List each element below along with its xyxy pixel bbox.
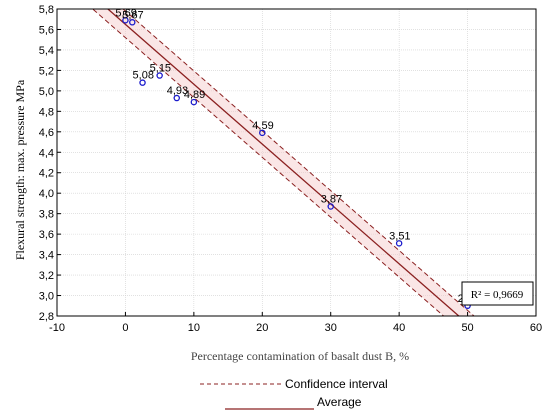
legend-average-label: Average <box>317 395 362 409</box>
y-tick-label: 4,2 <box>39 168 54 180</box>
data-point <box>395 240 403 247</box>
y-tick-label: 5,4 <box>39 45 54 57</box>
y-tick-label: 4,6 <box>39 127 54 139</box>
confidence-upper-line <box>122 9 475 316</box>
x-tick-label: 60 <box>530 322 542 334</box>
y-tick-label: 4,4 <box>39 147 54 159</box>
y-tick-label: 5,0 <box>39 86 54 98</box>
data-point <box>173 94 180 102</box>
confidence-band-fill <box>92 9 475 316</box>
y-tick-label: 3,6 <box>39 229 54 241</box>
x-tick-label: 10 <box>188 322 200 334</box>
data-label: 5,15 <box>150 63 171 75</box>
r2-label: R² = 0,9669 <box>471 289 524 301</box>
legend: Confidence interval Average <box>200 377 388 410</box>
data-label: 5,67 <box>122 9 143 21</box>
data-label: 3,87 <box>321 194 342 206</box>
data-point <box>129 19 136 26</box>
data-point <box>139 79 146 86</box>
data-label: 4,93 <box>167 85 188 97</box>
r2-box: R² = 0,9669 <box>461 281 534 306</box>
y-tick-label: 5,2 <box>39 65 54 77</box>
data-point <box>259 129 266 137</box>
y-tick-label: 2,8 <box>39 311 54 323</box>
x-tick-label: 30 <box>325 322 337 334</box>
y-tick-label: 5,8 <box>39 4 54 16</box>
data-point <box>190 98 198 106</box>
y-tick-labels: 2,8 3,0 3,2 3,4 3,6 3,8 4,0 4,2 4,4 4,6 4,8 5,0 5,2 5… <box>39 4 61 323</box>
average-line <box>106 9 460 316</box>
x-tick-label: 40 <box>393 322 405 334</box>
y-tick-label: 3,4 <box>39 250 54 262</box>
confidence-band <box>92 9 475 316</box>
y-tick-label: 5,6 <box>39 24 54 36</box>
y-tick-label: 3,8 <box>39 209 54 221</box>
x-tick-label: 20 <box>256 322 268 334</box>
y-axis-label: Flexural strength: max. pressure MPa <box>13 79 27 260</box>
data-label: 5,08 <box>133 70 154 82</box>
y-tick-label: 3,2 <box>39 270 54 282</box>
data-point <box>156 72 163 79</box>
x-axis-label: Percentage contamination of basalt dust … <box>191 349 409 363</box>
data-label: 4,89 <box>184 89 205 101</box>
x-tick-label: 0 <box>122 322 128 334</box>
x-tick-labels: -10 0 10 20 30 40 50 60 <box>49 312 542 334</box>
x-tick-label: -10 <box>49 322 65 334</box>
data-point <box>122 17 129 24</box>
data-points <box>122 17 471 310</box>
legend-confidence-label: Confidence interval <box>285 377 388 391</box>
y-tick-label: 3,0 <box>39 291 54 303</box>
data-label: 3,51 <box>389 230 410 242</box>
fit-lines <box>91 9 475 316</box>
data-point <box>327 203 334 210</box>
x-tick-label: 50 <box>461 322 473 334</box>
plot-frame <box>56 8 537 317</box>
data-label: 4,59 <box>252 120 273 132</box>
y-tick-label: 4,0 <box>39 188 54 200</box>
data-label: 5,69 <box>115 7 136 19</box>
y-tick-label: 4,8 <box>39 106 54 118</box>
confidence-lower-line <box>91 9 445 316</box>
